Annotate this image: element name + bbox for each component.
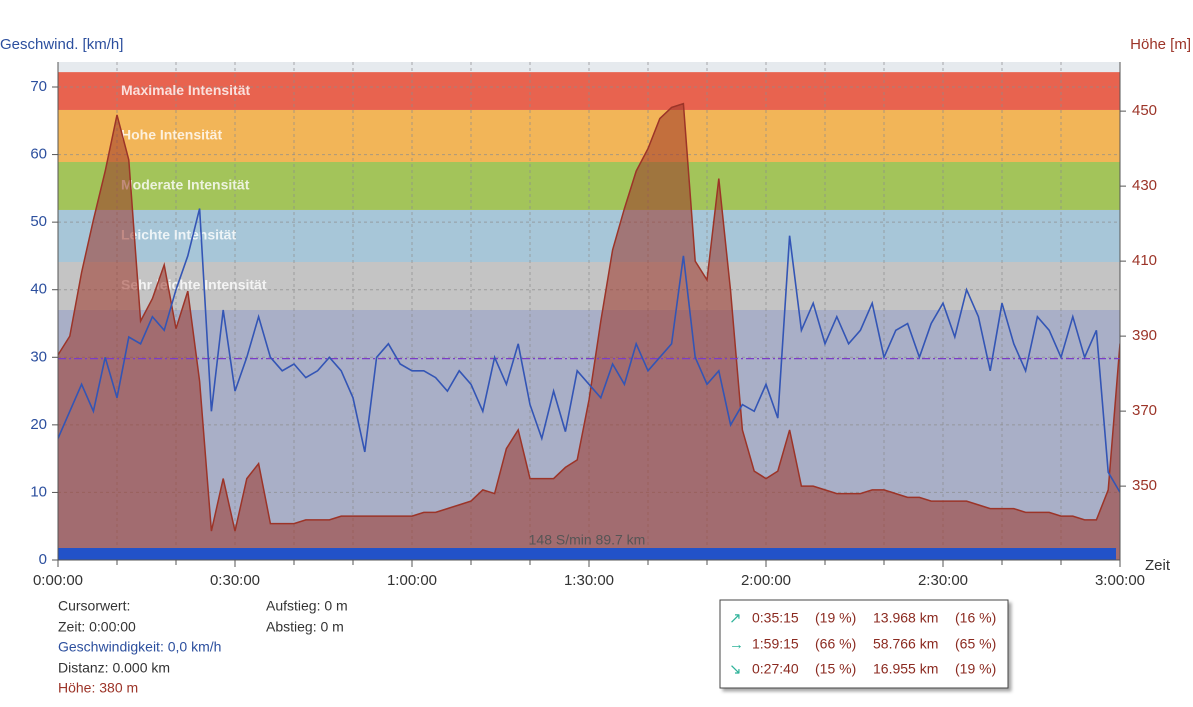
summary-cell: 0:27:40 [752, 661, 799, 677]
info-elevation: Höhe: 380 m [58, 680, 138, 696]
info-heading: Cursorwert: [58, 598, 130, 614]
y2-tick-label: 390 [1132, 327, 1157, 344]
plot-area: Maximale Intensität Hohe Intensität Modera… [58, 62, 1120, 560]
y-tick-label: 40 [30, 281, 47, 298]
y-axis-label: Geschwind. [km/h] [0, 36, 123, 53]
y2-axis-label: Höhe [m] [1130, 36, 1191, 53]
intensity-zone [58, 72, 1120, 110]
y2-tick-label: 370 [1132, 402, 1157, 419]
zone-label: Maximale Intensität [121, 82, 250, 98]
cursor-info: Cursorwert: Zeit: 0:00:00 Geschwindigkei… [58, 598, 348, 696]
elevation-area [58, 103, 1120, 560]
x-tick-label: 0:30:00 [210, 572, 260, 589]
summary-cell: 0:35:15 [752, 610, 799, 626]
arrow-up: ↗ [729, 610, 742, 627]
arrow-down: ↘ [729, 661, 742, 678]
track-bar [58, 548, 1116, 560]
y-tick-label: 10 [30, 483, 47, 500]
y2-tick-label: 350 [1132, 477, 1157, 494]
zone-label: Moderate Intensität [121, 177, 250, 193]
summary-cell: (19 %) [955, 661, 996, 677]
info-ascent: Aufstieg: 0 m [266, 598, 348, 614]
summary-box: ↗ → ↘ 0:35:15 (19 %) 13.968 km (16 %) 1:59:1… [719, 599, 1009, 689]
annotation: 148 S/min 89.7 km [529, 532, 646, 548]
arrow-flat: → [729, 636, 744, 653]
axes: 0 10 20 30 40 50 60 70 350 370 390 410 430 450 0:00:00… [30, 62, 1157, 589]
y-tick-label: 30 [30, 348, 47, 365]
info-distance: Distanz: 0.000 km [58, 660, 170, 676]
x-tick-label: 3:00:00 [1095, 572, 1145, 589]
x-tick-label: 1:00:00 [387, 572, 437, 589]
y2-tick-label: 430 [1132, 177, 1157, 194]
elevation-line [58, 102, 1120, 532]
y-tick-label: 20 [30, 416, 47, 433]
x-tick-label: 1:30:00 [564, 572, 614, 589]
info-descent: Abstieg: 0 m [266, 619, 344, 635]
y-tick-label: 50 [30, 213, 47, 230]
summary-cell: (65 %) [955, 636, 996, 652]
summary-cell: (66 %) [815, 636, 856, 652]
x-tick-label: 2:30:00 [918, 572, 968, 589]
x-axis-label: Zeit [1145, 557, 1171, 574]
y-tick-label: 70 [30, 78, 47, 95]
x-tick-label: 0:00:00 [33, 572, 83, 589]
x-tick-label: 2:00:00 [741, 572, 791, 589]
summary-cell: (16 %) [955, 610, 996, 626]
zone-label: Leichte Intensität [121, 227, 236, 243]
summary-cell: 13.968 km [873, 610, 938, 626]
summary-cell: (19 %) [815, 610, 856, 626]
summary-cell: 1:59:15 [752, 636, 799, 652]
info-time: Zeit: 0:00:00 [58, 619, 136, 635]
summary-cell: (15 %) [815, 661, 856, 677]
zone-label: Hohe Intensität [121, 127, 222, 143]
summary-cell: 16.955 km [873, 661, 938, 677]
zone-label: Sehr leichte Intensität [121, 277, 267, 293]
summary-cell: 58.766 km [873, 636, 938, 652]
info-speed: Geschwindigkeit: 0,0 km/h [58, 639, 221, 655]
y2-tick-label: 450 [1132, 102, 1157, 119]
speed-line [58, 208, 1120, 493]
y-tick-label: 60 [30, 146, 47, 163]
y-tick-label: 0 [39, 551, 47, 568]
y2-tick-label: 410 [1132, 252, 1157, 269]
summary-rows: 0:35:15 (19 %) 13.968 km (16 %) 1:59:15 (66 %… [752, 610, 996, 677]
summary-frame [719, 599, 1009, 689]
